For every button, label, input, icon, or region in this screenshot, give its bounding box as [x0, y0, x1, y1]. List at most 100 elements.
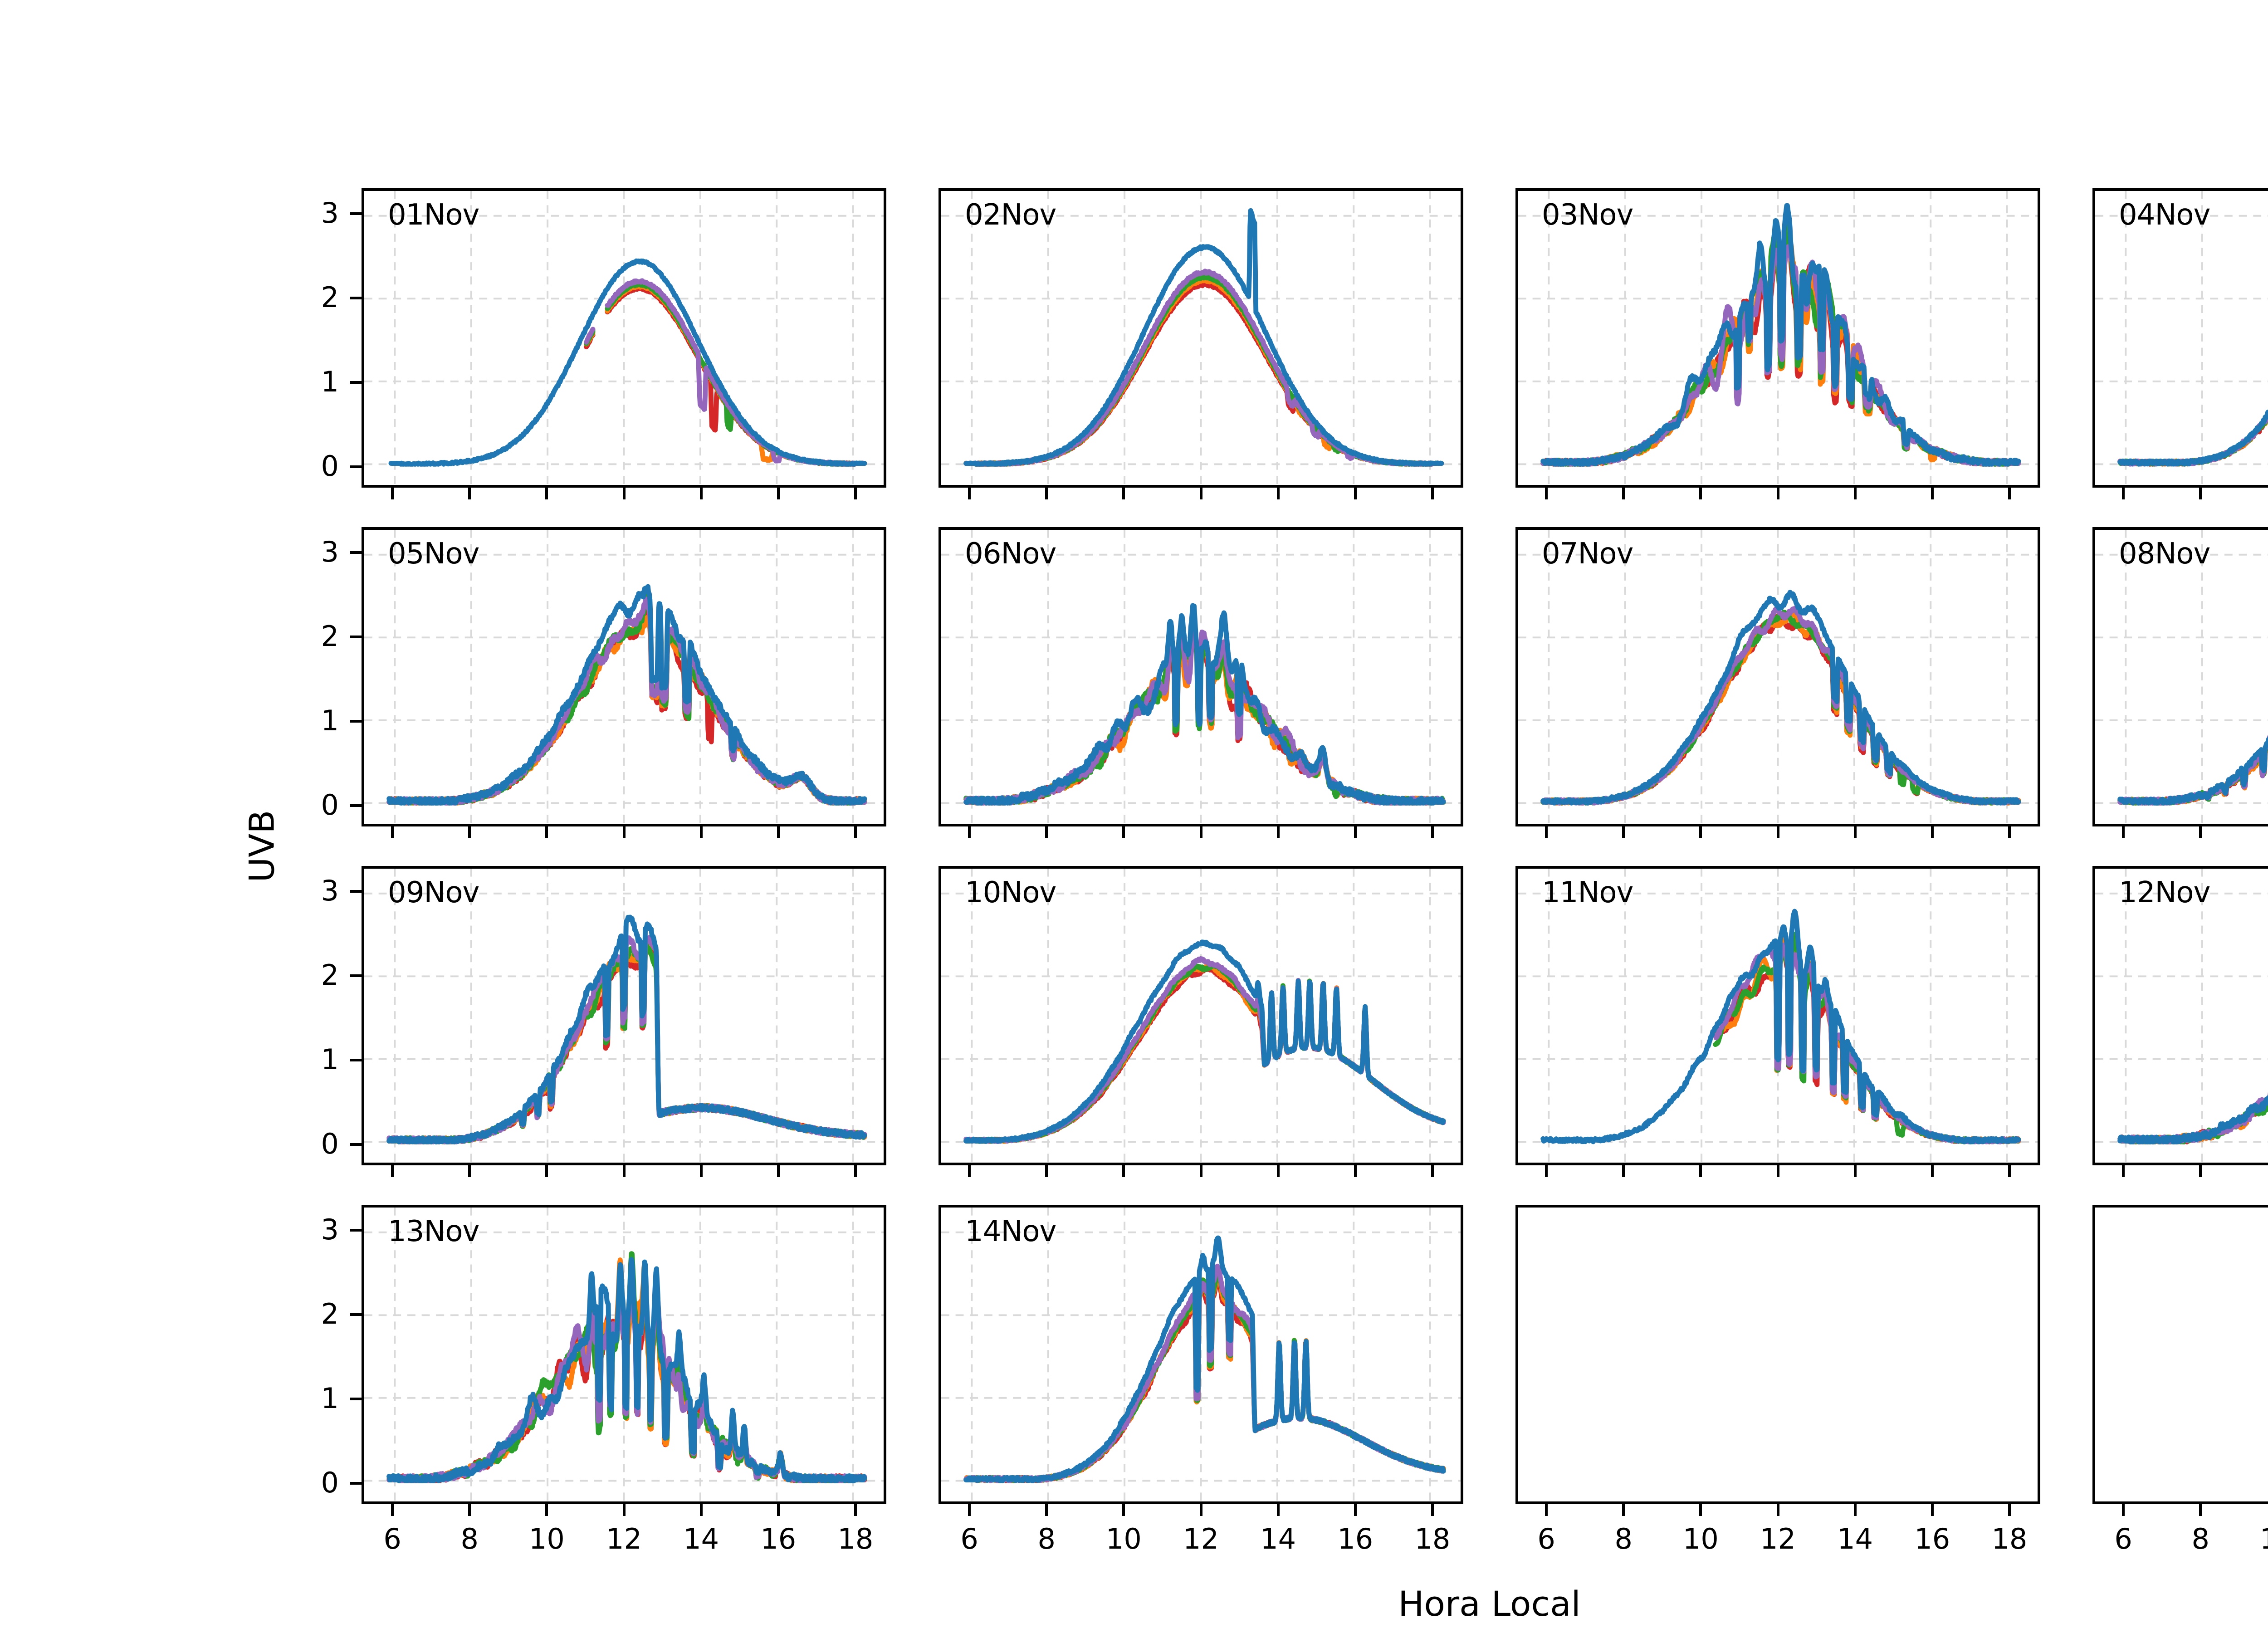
x-tickmark — [1431, 1504, 1434, 1516]
series-line-yes138 — [1713, 930, 2021, 1144]
series-line-yes140 — [963, 963, 1446, 1144]
x-tickmark — [1699, 1165, 1702, 1177]
x-tickmark — [391, 1165, 394, 1177]
y-tick-label: 0 — [321, 1127, 339, 1160]
x-tick-label: 16 — [760, 1522, 797, 1555]
x-tick-label: 6 — [1537, 1522, 1555, 1555]
x-tickmark — [1931, 1504, 1934, 1516]
series-line-yes137 — [386, 914, 867, 1144]
x-tickmark — [391, 1504, 394, 1516]
x-tickmark — [2008, 1165, 2011, 1177]
panel-05nov — [362, 527, 886, 826]
series-line-yes137 — [2117, 409, 2268, 467]
x-tickmark — [1699, 1504, 1702, 1516]
panel-02nov — [938, 188, 1463, 488]
x-tickmark — [854, 826, 857, 838]
x-tickmark — [1545, 1504, 1548, 1516]
x-tick-label: 8 — [1614, 1522, 1633, 1555]
series-line-tarija02 — [963, 956, 1446, 1144]
panel-title-04nov: 04Nov — [2119, 198, 2210, 232]
x-tickmark — [1931, 488, 1934, 499]
x-tickmark — [854, 1165, 857, 1177]
panel-03nov — [1515, 188, 2040, 488]
series-line-tarija02 — [963, 269, 1444, 467]
y-tick-label: 1 — [321, 704, 339, 737]
y-tickmark — [350, 1397, 362, 1400]
panel-title-05nov: 05Nov — [388, 537, 479, 571]
x-tickmark — [545, 1165, 548, 1177]
x-tickmark — [545, 488, 548, 499]
x-tick-label: 10 — [1105, 1522, 1142, 1555]
series-line-tarija01 — [1540, 612, 2021, 806]
panel-12nov — [2092, 866, 2268, 1165]
x-tickmark — [1276, 1165, 1280, 1177]
x-tickmark — [468, 488, 471, 499]
series-line-tarija02 — [584, 278, 867, 467]
x-tickmark — [1045, 488, 1048, 499]
x-tickmark — [1045, 1165, 1048, 1177]
x-tick-label: 8 — [1037, 1522, 1056, 1555]
x-tickmark — [622, 488, 626, 499]
y-tickmark — [350, 719, 362, 723]
panel-10nov — [938, 866, 1463, 1165]
panel-empty — [1515, 1205, 2040, 1504]
y-tickmark — [350, 551, 362, 554]
x-tick-label: 10 — [528, 1522, 565, 1555]
series-line-yes138 — [1540, 610, 2021, 806]
y-tickmark — [350, 1481, 362, 1485]
panel-title-09nov: 09Nov — [388, 876, 479, 909]
panel-14nov — [938, 1205, 1463, 1504]
panel-11nov — [1515, 866, 2040, 1165]
series-line-yes140 — [584, 281, 867, 467]
x-tickmark — [699, 826, 703, 838]
series-line-tarija01 — [584, 285, 867, 467]
y-tick-label: 1 — [321, 1381, 339, 1415]
y-tick-label: 3 — [321, 1213, 339, 1246]
y-tickmark — [350, 1058, 362, 1061]
x-tickmark — [1354, 1504, 1357, 1516]
x-tickmark — [622, 1504, 626, 1516]
x-tickmark — [622, 826, 626, 838]
x-tickmark — [1354, 1165, 1357, 1177]
x-tickmark — [1122, 1165, 1125, 1177]
x-tickmark — [468, 1504, 471, 1516]
x-tickmark — [2122, 1504, 2125, 1516]
x-tickmark — [1354, 488, 1357, 499]
series-line-yes138 — [963, 277, 1444, 467]
x-tickmark — [1276, 826, 1280, 838]
y-tick-label: 1 — [321, 365, 339, 398]
panel-13nov — [362, 1205, 886, 1504]
series-line-yes137 — [963, 603, 1446, 806]
series-line-yes140 — [2117, 411, 2268, 467]
x-tick-label: 12 — [606, 1522, 642, 1555]
y-tick-label: 2 — [321, 1297, 339, 1330]
series-line-tarija01 — [2117, 411, 2268, 467]
x-tickmark — [468, 826, 471, 838]
series-line-tarija02 — [2117, 412, 2268, 467]
x-tickmark — [1853, 1165, 1857, 1177]
panel-07nov — [1515, 527, 2040, 826]
x-tickmark — [1045, 826, 1048, 838]
x-tickmark — [1199, 1504, 1202, 1516]
x-tickmark — [1622, 826, 1625, 838]
panel-title-11nov: 11Nov — [1542, 876, 1633, 909]
x-tickmark — [1622, 1165, 1625, 1177]
x-tickmark — [699, 1165, 703, 1177]
y-tick-label: 2 — [321, 958, 339, 992]
y-tickmark — [350, 381, 362, 384]
panel-title-07nov: 07Nov — [1542, 537, 1633, 571]
x-tickmark — [968, 1504, 971, 1516]
x-tickmark — [2008, 1504, 2011, 1516]
series-line-yes137 — [388, 258, 867, 467]
panel-title-06nov: 06Nov — [965, 537, 1056, 571]
y-tick-label: 0 — [321, 1466, 339, 1499]
y-tick-label: 3 — [321, 196, 339, 230]
series-line-yes138 — [2117, 414, 2268, 467]
x-tickmark — [1622, 1504, 1625, 1516]
y-tick-label: 2 — [321, 619, 339, 653]
series-line-yes137 — [2117, 1095, 2268, 1144]
x-tickmark — [1853, 1504, 1857, 1516]
x-tickmark — [1853, 488, 1857, 499]
y-tickmark — [350, 212, 362, 215]
